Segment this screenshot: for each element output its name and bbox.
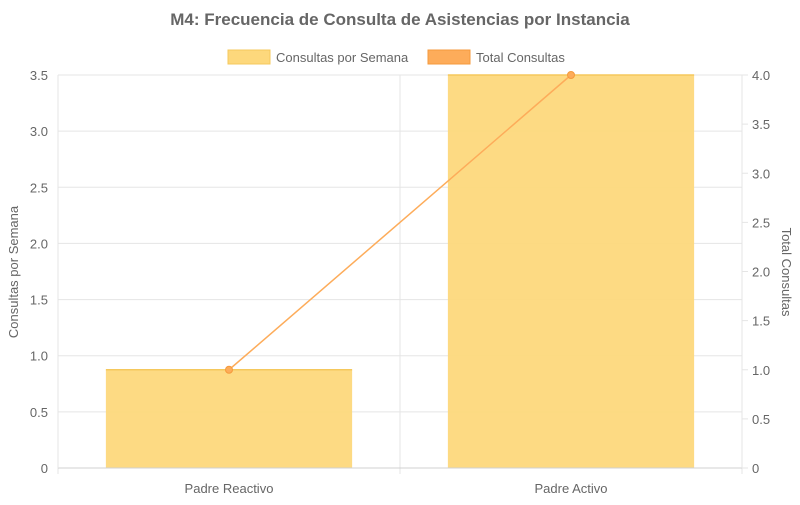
bar-padre-activo[interactable] <box>447 75 695 468</box>
legend-swatch-bar <box>227 49 271 65</box>
legend: Consultas por Semana Total Consultas <box>227 49 565 65</box>
legend-item-bar[interactable]: Consultas por Semana <box>227 49 409 65</box>
line-point[interactable] <box>225 365 233 374</box>
y-left-tick-label: 1.5 <box>30 293 48 308</box>
y-right-tick-label: 2.5 <box>752 215 770 230</box>
y-right-tick-label: 1.0 <box>752 363 770 378</box>
y-right-tick-label: 4.0 <box>752 68 770 83</box>
legend-item-line[interactable]: Total Consultas <box>427 49 565 65</box>
chart-title: M4: Frecuencia de Consulta de Asistencia… <box>170 10 630 29</box>
y-left-tick-label: 2.0 <box>30 236 48 251</box>
bar-series <box>105 74 695 468</box>
axes: 0 0.5 1.0 1.5 2.0 2.5 3.0 3.5 0 0.5 1.0 1.5 2.0 2.5 3.… <box>30 68 770 496</box>
line-point[interactable] <box>567 71 575 79</box>
y-right-tick-label: 0 <box>752 461 759 476</box>
line-total-consultas <box>228 74 572 371</box>
x-tick-label: Padre Reactivo <box>185 481 274 496</box>
y-left-tick-label: 1.0 <box>30 349 48 364</box>
y-left-tick-label: 3.5 <box>30 68 48 83</box>
y-left-tick-label: 3.0 <box>30 124 48 139</box>
y-left-tick-label: 2.5 <box>30 180 48 195</box>
legend-label-bar: Consultas por Semana <box>276 50 409 65</box>
y-right-tick-label: 1.5 <box>752 314 770 329</box>
y-right-tick-label: 0.5 <box>752 412 770 427</box>
bar-padre-reactivo[interactable] <box>105 369 353 468</box>
y-axis-right-label: Total Consultas <box>779 228 794 317</box>
legend-label-line: Total Consultas <box>476 50 565 65</box>
line-series <box>225 71 575 374</box>
y-left-tick-label: 0.5 <box>30 405 48 420</box>
y-axis-left-label: Consultas por Semana <box>6 205 21 338</box>
x-tick-label: Padre Activo <box>535 481 608 496</box>
y-left-tick-label: 0 <box>41 461 48 476</box>
y-right-tick-label: 2.0 <box>752 265 770 280</box>
legend-swatch-line <box>427 49 471 65</box>
y-right-tick-label: 3.0 <box>752 166 770 181</box>
y-right-tick-label: 3.5 <box>752 117 770 132</box>
